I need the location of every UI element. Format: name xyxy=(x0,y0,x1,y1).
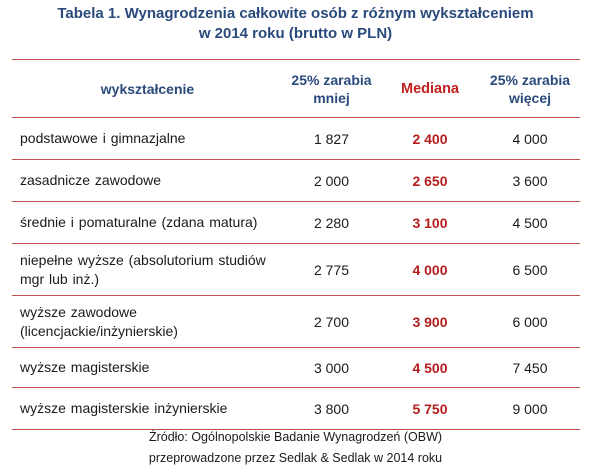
cell-median: 2 650 xyxy=(380,159,480,202)
table-row: wyższe zawodowe (licencjackie/inżyniersk… xyxy=(12,295,580,348)
cell-education: średnie i pomaturalne (zdana matura) xyxy=(12,201,283,244)
cell-education: wyższe magisterskie xyxy=(12,347,283,388)
cell-p75: 4 000 xyxy=(480,117,580,160)
cell-median: 3 100 xyxy=(380,201,480,244)
cell-education: podstawowe i gimnazjalne xyxy=(12,117,283,160)
cell-p75: 6 500 xyxy=(480,243,580,296)
cell-median: 5 750 xyxy=(380,387,480,430)
cell-median: 3 900 xyxy=(380,295,480,348)
header-p75: 25% zarabia więcej xyxy=(480,59,580,118)
cell-p25: 2 280 xyxy=(283,201,380,244)
source-line-1: Źródło: Ogólnopolskie Badanie Wynagrodze… xyxy=(148,430,443,444)
table-row: zasadnicze zawodowe 2 000 2 650 3 600 xyxy=(12,159,580,202)
cell-p25: 3 800 xyxy=(283,387,380,430)
cell-median: 4 500 xyxy=(380,347,480,388)
table-row: niepełne wyższe (absolutorium studiów mg… xyxy=(12,243,580,296)
cell-p75: 9 000 xyxy=(480,387,580,430)
cell-p25: 3 000 xyxy=(283,347,380,388)
table-title-line-1: Tabela 1. Wynagrodzenia całkowite osób z… xyxy=(57,5,534,22)
cell-median: 2 400 xyxy=(380,117,480,160)
cell-p75: 4 500 xyxy=(480,201,580,244)
cell-p25: 2 775 xyxy=(283,243,380,296)
header-education: wykształcenie xyxy=(12,59,283,118)
header-p25: 25% zarabia mniej xyxy=(283,59,380,118)
table-title-line-2: w 2014 roku (brutto w PLN) xyxy=(198,25,393,42)
cell-p75: 3 600 xyxy=(480,159,580,202)
cell-education: wyższe magisterskie inżynierskie xyxy=(12,387,283,430)
header-median: Mediana xyxy=(380,59,480,118)
source-line-2: przeprowadzone przez Sedlak & Sedlak w 2… xyxy=(148,451,443,465)
table-row: wyższe magisterskie 3 000 4 500 7 450 xyxy=(12,347,580,388)
source-note: Źródło: Ogólnopolskie Badanie Wynagrodze… xyxy=(0,427,591,469)
cell-education: niepełne wyższe (absolutorium studiów mg… xyxy=(12,243,283,296)
cell-p25: 2 000 xyxy=(283,159,380,202)
table-row: podstawowe i gimnazjalne 1 827 2 400 4 000 xyxy=(12,117,580,160)
cell-p75: 6 000 xyxy=(480,295,580,348)
cell-p75: 7 450 xyxy=(480,347,580,388)
salary-table: wykształcenie 25% zarabia mniej Mediana … xyxy=(12,59,580,430)
cell-p25: 2 700 xyxy=(283,295,380,348)
cell-education: zasadnicze zawodowe xyxy=(12,159,283,202)
cell-p25: 1 827 xyxy=(283,117,380,160)
cell-education: wyższe zawodowe (licencjackie/inżyniersk… xyxy=(12,295,283,348)
table-header-row: wykształcenie 25% zarabia mniej Mediana … xyxy=(12,59,580,118)
table-title: Tabela 1. Wynagrodzenia całkowite osób z… xyxy=(0,4,591,44)
cell-median: 4 000 xyxy=(380,243,480,296)
table-row: średnie i pomaturalne (zdana matura) 2 28… xyxy=(12,201,580,244)
table-row: wyższe magisterskie inżynierskie 3 800 5 7… xyxy=(12,387,580,430)
